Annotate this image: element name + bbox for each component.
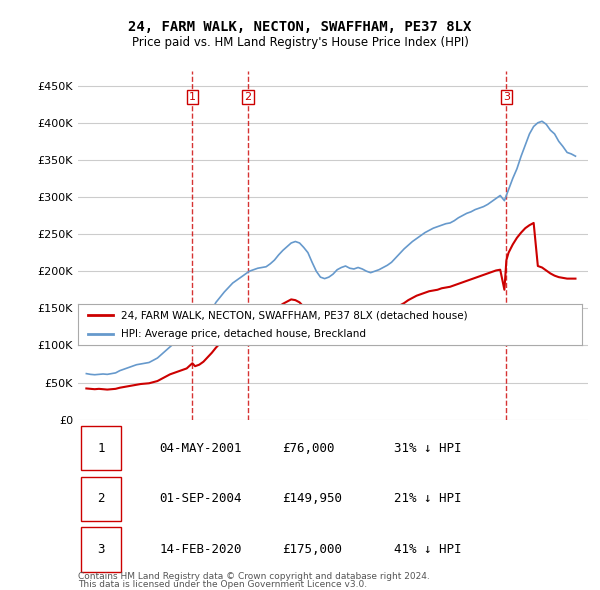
- Text: 3: 3: [503, 92, 510, 102]
- FancyBboxPatch shape: [80, 477, 121, 521]
- Text: £149,950: £149,950: [282, 493, 342, 506]
- Text: 01-SEP-2004: 01-SEP-2004: [160, 493, 242, 506]
- Text: 04-MAY-2001: 04-MAY-2001: [160, 442, 242, 455]
- Text: 24, FARM WALK, NECTON, SWAFFHAM, PE37 8LX: 24, FARM WALK, NECTON, SWAFFHAM, PE37 8L…: [128, 19, 472, 34]
- Text: £76,000: £76,000: [282, 442, 335, 455]
- Text: 1: 1: [189, 92, 196, 102]
- Text: Price paid vs. HM Land Registry's House Price Index (HPI): Price paid vs. HM Land Registry's House …: [131, 36, 469, 49]
- Text: 21% ↓ HPI: 21% ↓ HPI: [394, 493, 462, 506]
- FancyBboxPatch shape: [80, 426, 121, 470]
- Text: 41% ↓ HPI: 41% ↓ HPI: [394, 543, 462, 556]
- Text: 3: 3: [97, 543, 105, 556]
- Text: HPI: Average price, detached house, Breckland: HPI: Average price, detached house, Brec…: [121, 329, 366, 339]
- Text: 2: 2: [97, 493, 105, 506]
- FancyBboxPatch shape: [80, 527, 121, 572]
- Text: Contains HM Land Registry data © Crown copyright and database right 2024.: Contains HM Land Registry data © Crown c…: [78, 572, 430, 581]
- Text: 14-FEB-2020: 14-FEB-2020: [160, 543, 242, 556]
- Text: £175,000: £175,000: [282, 543, 342, 556]
- Text: 31% ↓ HPI: 31% ↓ HPI: [394, 442, 462, 455]
- Text: 24, FARM WALK, NECTON, SWAFFHAM, PE37 8LX (detached house): 24, FARM WALK, NECTON, SWAFFHAM, PE37 8L…: [121, 310, 467, 320]
- Text: This data is licensed under the Open Government Licence v3.0.: This data is licensed under the Open Gov…: [78, 580, 367, 589]
- Text: 2: 2: [244, 92, 251, 102]
- Text: 1: 1: [97, 442, 105, 455]
